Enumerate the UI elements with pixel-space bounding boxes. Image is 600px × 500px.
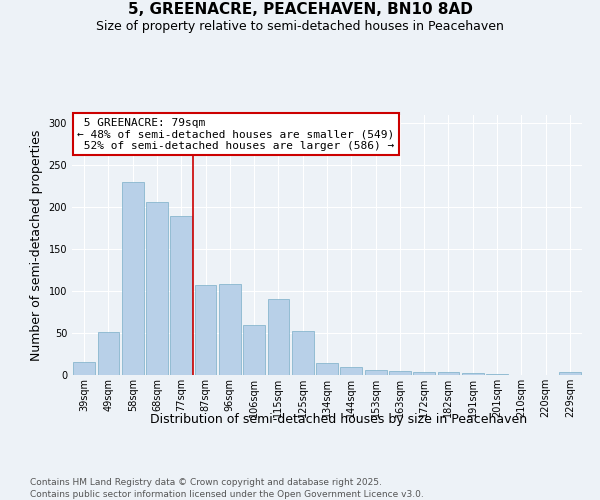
Bar [170, 216, 192, 375]
Bar [340, 366, 362, 375]
Bar [243, 324, 265, 375]
Bar [486, 374, 508, 375]
Bar [268, 298, 289, 375]
Bar [389, 371, 411, 375]
Bar [316, 364, 338, 375]
Y-axis label: Number of semi-detached properties: Number of semi-detached properties [30, 130, 43, 360]
Bar [559, 372, 581, 375]
Bar [73, 362, 95, 375]
Text: Contains HM Land Registry data © Crown copyright and database right 2025.
Contai: Contains HM Land Registry data © Crown c… [30, 478, 424, 499]
Bar [292, 332, 314, 375]
Bar [437, 372, 460, 375]
Bar [365, 370, 386, 375]
Text: 5 GREENACRE: 79sqm
← 48% of semi-detached houses are smaller (549)
 52% of semi-: 5 GREENACRE: 79sqm ← 48% of semi-detache… [77, 118, 394, 151]
Bar [462, 374, 484, 375]
Bar [219, 284, 241, 375]
Bar [97, 332, 119, 375]
Text: Size of property relative to semi-detached houses in Peacehaven: Size of property relative to semi-detach… [96, 20, 504, 33]
Bar [194, 286, 217, 375]
Bar [122, 182, 143, 375]
Text: Distribution of semi-detached houses by size in Peacehaven: Distribution of semi-detached houses by … [151, 412, 527, 426]
Bar [413, 372, 435, 375]
Text: 5, GREENACRE, PEACEHAVEN, BN10 8AD: 5, GREENACRE, PEACEHAVEN, BN10 8AD [128, 2, 472, 18]
Bar [146, 202, 168, 375]
